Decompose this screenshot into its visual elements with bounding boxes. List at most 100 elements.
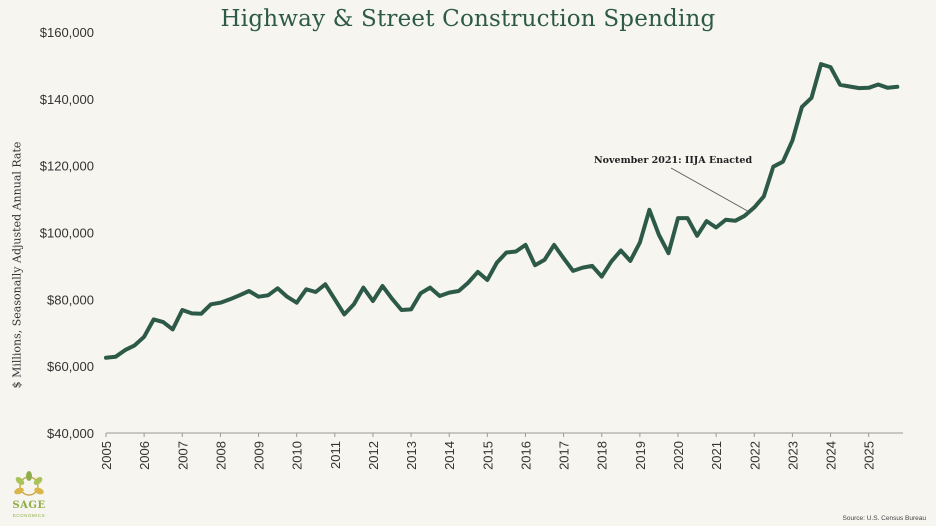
data-point: [410, 308, 412, 310]
y-tick-label: $40,000: [47, 426, 94, 441]
data-point: [477, 271, 479, 273]
data-point: [267, 294, 269, 296]
data-point: [887, 87, 889, 89]
data-point: [553, 244, 555, 246]
data-point: [677, 217, 679, 219]
data-point: [324, 283, 326, 285]
data-point: [715, 227, 717, 228]
logo-name: SAGE: [12, 500, 46, 511]
data-point: [687, 217, 688, 219]
data-point: [744, 215, 746, 217]
x-tick-label: 2025: [862, 441, 877, 470]
x-tick-label: 2015: [480, 441, 495, 470]
data-point: [505, 252, 507, 253]
y-tick-label: $120,000: [40, 159, 94, 174]
series-line-highway-spending: [104, 62, 900, 360]
y-tick-label: $100,000: [40, 226, 94, 241]
data-point: [648, 209, 650, 211]
data-point: [572, 270, 574, 272]
x-tick-label: 2024: [824, 441, 839, 470]
data-point: [258, 296, 259, 298]
data-point: [162, 321, 164, 323]
x-tick-label: 2022: [747, 441, 762, 470]
y-axis: $40,000 $60,000 $80,000 $100,000 $120,000 $14…: [40, 25, 94, 441]
x-tick-label: 2006: [137, 441, 152, 470]
data-point: [772, 166, 774, 168]
x-tick-label: 2019: [633, 441, 648, 470]
data-point: [601, 276, 603, 278]
data-point: [753, 206, 755, 208]
x-tick-label: 2013: [404, 441, 419, 470]
data-point: [496, 262, 498, 264]
data-point: [620, 250, 622, 251]
x-tick-label: 2007: [175, 441, 190, 470]
data-point: [725, 219, 727, 221]
x-tick-label: 2008: [213, 441, 228, 470]
data-point: [582, 267, 584, 269]
data-point: [420, 292, 422, 294]
x-tick-label: 2023: [785, 441, 800, 470]
data-point: [486, 279, 488, 281]
data-point: [315, 291, 317, 293]
data-point: [830, 66, 831, 68]
data-point: [877, 84, 879, 85]
source-note: Source: U.S. Census Bureau: [842, 515, 926, 522]
data-point: [696, 235, 698, 237]
data-point: [544, 259, 545, 261]
y-tick-label: $80,000: [47, 292, 94, 307]
data-point: [229, 298, 231, 300]
y-tick-label: $60,000: [47, 359, 94, 374]
data-point: [153, 318, 155, 320]
x-tick-label: 2018: [595, 441, 610, 470]
data-point: [401, 309, 402, 311]
logo-subtitle: ECONOMICS: [12, 513, 46, 518]
x-tick-label: 2009: [252, 441, 267, 470]
x-tick-label: 2011: [328, 441, 343, 469]
annotation-leader-line: [670, 167, 748, 212]
sage-leaf-icon: [14, 471, 44, 496]
data-point: [658, 234, 660, 236]
x-tick-label: 2016: [518, 441, 533, 470]
data-point: [591, 265, 593, 267]
data-point: [172, 328, 174, 330]
data-point: [353, 303, 355, 305]
data-point: [610, 261, 612, 263]
data-point: [839, 84, 841, 86]
data-point: [706, 220, 708, 222]
data-point: [429, 287, 431, 289]
x-tick-label: 2017: [557, 441, 572, 470]
data-point: [563, 257, 565, 259]
data-point: [439, 295, 441, 297]
data-point: [248, 290, 250, 292]
data-point: [668, 252, 669, 254]
data-point: [210, 303, 212, 305]
y-tick-label: $160,000: [40, 25, 94, 40]
data-points: [105, 63, 898, 359]
data-point: [858, 87, 860, 89]
data-point: [811, 97, 812, 99]
data-point: [305, 288, 307, 290]
data-point: [239, 294, 240, 296]
data-point: [124, 349, 126, 351]
data-point: [277, 287, 279, 289]
chart-title: Highway & Street Construction Spending: [220, 6, 716, 32]
data-point: [782, 161, 784, 163]
y-tick-label: $140,000: [40, 92, 94, 107]
x-tick-label: 2021: [709, 441, 724, 470]
sage-logo: SAGE ECONOMICS: [6, 470, 52, 524]
data-point: [143, 336, 145, 338]
data-point: [734, 220, 736, 222]
data-point: [791, 140, 793, 142]
data-point: [629, 260, 631, 262]
data-point: [467, 282, 469, 284]
data-point: [896, 86, 898, 88]
data-point: [820, 63, 822, 65]
data-point: [286, 296, 288, 298]
data-point: [296, 302, 298, 304]
data-point: [105, 357, 107, 359]
data-point: [362, 287, 364, 289]
data-point: [448, 292, 450, 294]
data-point: [534, 264, 536, 266]
data-point: [763, 195, 765, 197]
